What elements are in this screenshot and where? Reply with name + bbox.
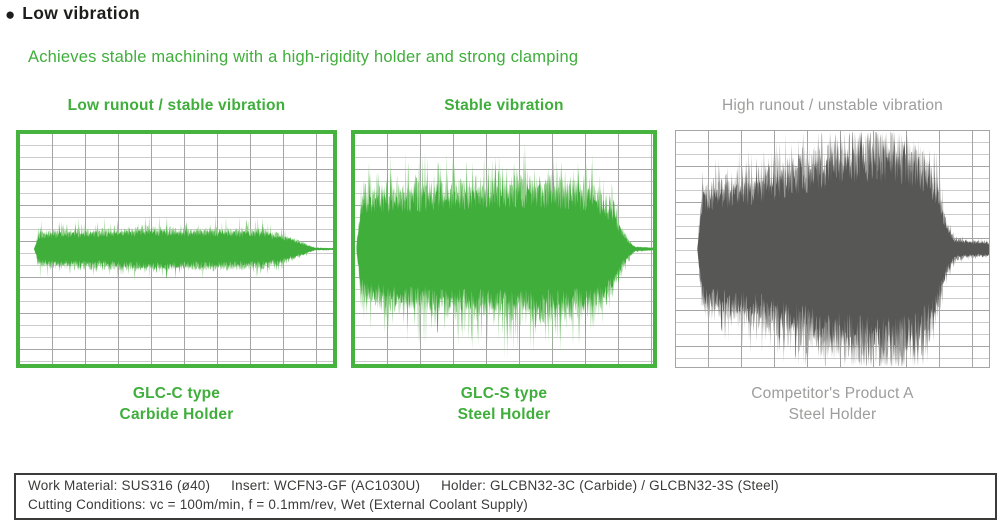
conditions-line-1: Work Material: SUS316 (ø40) Insert: WCFN… <box>28 477 987 496</box>
panel-caption-glc-s: GLC-S type Steel Holder <box>351 384 657 425</box>
panel-header-glc-s: Stable vibration <box>444 97 564 114</box>
subtitle-text: Achieves stable machining with a high-ri… <box>28 48 579 66</box>
bullet-icon: ● <box>5 5 16 24</box>
panel-caption-glc-c: GLC-C type Carbide Holder <box>16 384 337 425</box>
caption-type: GLC-C type <box>132 385 221 402</box>
waveform-chart-glc-s <box>356 142 653 358</box>
caption-holder: Carbide Holder <box>119 405 234 423</box>
waveform-panel-glc-c <box>16 130 337 368</box>
panel-column-competitor: High runout / unstable vibration Competi… <box>675 97 990 437</box>
waveform-chart-competitor <box>697 132 989 366</box>
waveform-panel-competitor <box>675 130 990 368</box>
panel-column-glc-c: Low runout / stable vibration GLC-C type… <box>16 97 337 437</box>
section-title-text: Low vibration <box>22 3 140 23</box>
holder: Holder: GLCBN32-3C (Carbide) / GLCBN32-3… <box>441 478 779 493</box>
caption-type: GLC-S type <box>460 385 548 402</box>
caption-holder: Steel Holder <box>457 405 551 423</box>
caption-product: Competitor's Product A <box>751 385 914 402</box>
panel-caption-competitor: Competitor's Product A Steel Holder <box>675 384 990 425</box>
cutting-conditions-box: Work Material: SUS316 (ø40) Insert: WCFN… <box>14 473 997 520</box>
waveform-chart-glc-c <box>34 214 333 281</box>
insert: Insert: WCFN3-GF (AC1030U) <box>231 478 421 493</box>
work-material: Work Material: SUS316 (ø40) <box>28 478 211 493</box>
panel-header-glc-c: Low runout / stable vibration <box>67 97 286 114</box>
panel-header-competitor: High runout / unstable vibration <box>722 97 943 114</box>
conditions-line-2: Cutting Conditions: vc = 100m/min, f = 0… <box>28 496 529 512</box>
panel-column-glc-s: Stable vibration GLC-S type Steel Holder <box>351 97 657 437</box>
section-title: ● Low vibration <box>5 3 140 24</box>
waveform-panel-glc-s <box>351 130 657 368</box>
caption-holder: Steel Holder <box>788 405 877 423</box>
